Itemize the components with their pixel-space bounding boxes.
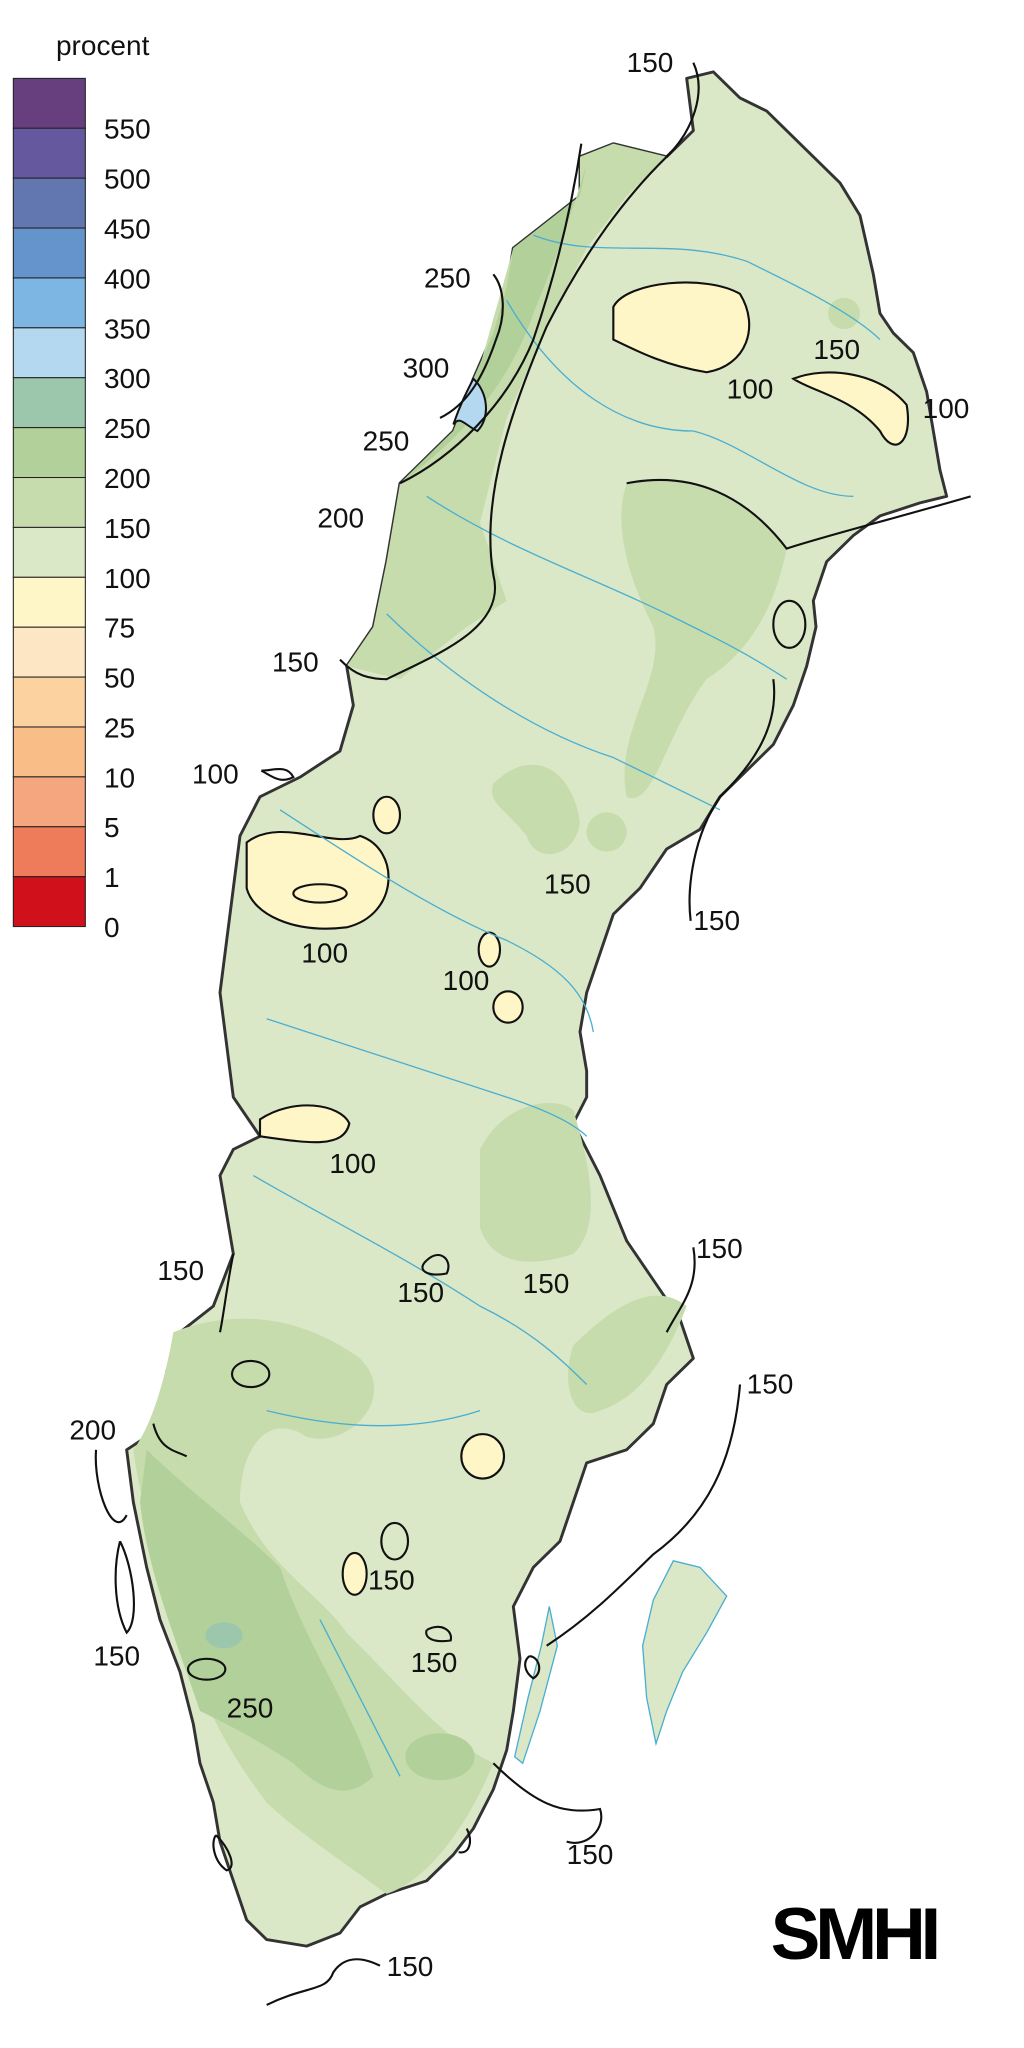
legend-swatch (12, 826, 86, 878)
contour-label: 300 (403, 353, 450, 384)
region-75-100 (245, 281, 909, 1596)
contour-label: 150 (368, 1565, 415, 1596)
legend-label: 50 (104, 663, 135, 694)
legend-label: 400 (104, 264, 151, 295)
legend-swatch (12, 626, 86, 678)
contour-label: 100 (923, 393, 970, 424)
contour-label: 150 (693, 905, 740, 936)
rivers (252, 234, 881, 1777)
legend-swatch (12, 476, 86, 528)
contour-label: 150 (397, 1277, 444, 1308)
legend-swatch (12, 726, 86, 778)
legend-label: 450 (104, 214, 151, 245)
legend-label: 200 (104, 463, 151, 494)
legend-swatch (12, 676, 86, 728)
contour-label: 100 (727, 374, 774, 405)
contour-label: 100 (301, 938, 348, 969)
legend-label: 25 (104, 713, 135, 744)
gotland (641, 1560, 728, 1747)
contour-label: 150 (696, 1233, 743, 1264)
contour-label: 150 (627, 47, 674, 78)
legend-label: 550 (104, 114, 151, 145)
legend-swatch (12, 277, 86, 329)
legend-swatch (12, 377, 86, 429)
legend-swatch (12, 526, 86, 578)
contour-label: 150 (747, 1369, 794, 1400)
contour-label: 100 (329, 1148, 376, 1179)
contour-label: 150 (567, 1839, 614, 1870)
contour-label: 200 (69, 1415, 116, 1446)
contour-label: 150 (813, 334, 860, 365)
contour-labels: 150 250 300 250 200 150 100 100 150 150 … (69, 47, 969, 1982)
legend-swatch (12, 576, 86, 628)
contours (94, 62, 971, 2006)
legend-swatch (12, 227, 86, 279)
legend-label: 0 (104, 912, 120, 943)
contour-label: 250 (363, 426, 410, 457)
legend-swatch (12, 77, 86, 129)
contour-label: 150 (523, 1268, 570, 1299)
legend-swatch (12, 327, 86, 379)
legend-swatch (12, 177, 86, 229)
contour-label: 150 (93, 1641, 140, 1672)
legend: 5505004504003503002502001501007550251051… (12, 77, 151, 943)
contour-label: 100 (443, 965, 490, 996)
region-250-300 (205, 1622, 243, 1649)
legend-label: 150 (104, 513, 151, 544)
legend-label: 1 (104, 862, 120, 893)
region-200-250 (140, 163, 587, 1791)
contour-label: 200 (317, 503, 364, 534)
legend-swatch (12, 127, 86, 179)
contour-label: 250 (227, 1693, 274, 1724)
contour-label: 250 (424, 263, 471, 294)
legend-label: 250 (104, 413, 151, 444)
contour-label: 100 (192, 759, 239, 790)
legend-label: 10 (104, 763, 135, 794)
legend-swatch (12, 427, 86, 479)
legend-swatch (12, 776, 86, 828)
legend-label: 75 (104, 613, 135, 644)
contour-label: 150 (387, 1951, 434, 1982)
legend-label: 300 (104, 363, 151, 394)
legend-label: 5 (104, 812, 120, 843)
contour-label: 150 (544, 869, 591, 900)
legend-label: 100 (104, 563, 151, 594)
smhi-logo: SMHI (771, 1893, 937, 1975)
legend-swatch (12, 876, 86, 928)
legend-title: procent (56, 30, 150, 61)
legend-label: 350 (104, 314, 151, 345)
legend-label: 500 (104, 164, 151, 195)
oland (513, 1606, 559, 1765)
contour-label: 150 (157, 1255, 204, 1286)
region-150-200 (133, 143, 860, 1894)
contour-label: 150 (411, 1647, 458, 1678)
contour-label: 150 (272, 647, 319, 678)
